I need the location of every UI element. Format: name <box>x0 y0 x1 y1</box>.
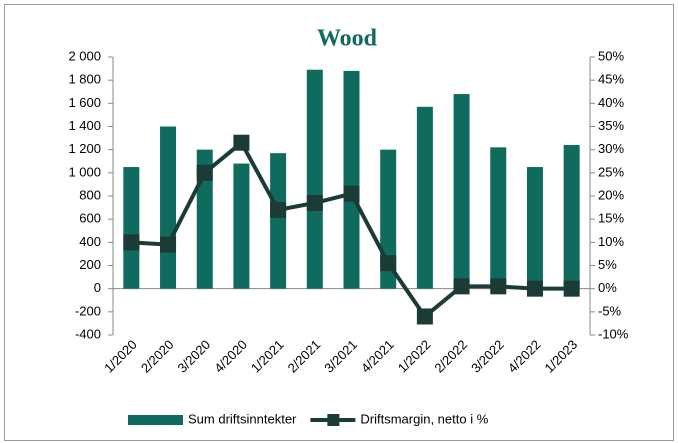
bar <box>490 147 507 289</box>
bar <box>526 167 543 289</box>
line-marker <box>270 201 287 218</box>
line-marker <box>416 308 433 325</box>
y-tick-label: 200 <box>79 257 101 272</box>
bar <box>416 106 433 289</box>
y-tick-label: 0 <box>94 280 101 295</box>
bar <box>306 69 323 289</box>
chart-title: Wood <box>317 26 378 52</box>
y-tick-label: 1 200 <box>68 141 101 156</box>
y-tick-label: 1 800 <box>68 72 101 87</box>
chart-border <box>4 4 674 441</box>
line-marker <box>123 234 140 251</box>
line-marker <box>490 278 507 295</box>
y2-tick-label: 45% <box>598 72 624 87</box>
y-tick-label: 1 000 <box>68 164 101 179</box>
bar <box>343 70 360 289</box>
line-marker <box>563 280 580 297</box>
line-marker <box>380 255 397 272</box>
line-marker <box>306 194 323 211</box>
y2-tick-label: 30% <box>598 141 624 156</box>
y2-tick-label: 35% <box>598 118 624 133</box>
y-tick-label: 400 <box>79 234 101 249</box>
y2-tick-label: 40% <box>598 95 624 110</box>
y2-tick-label: 0% <box>598 280 617 295</box>
y2-tick-label: 15% <box>598 211 624 226</box>
y-tick-label: 800 <box>79 187 101 202</box>
y-tick-label: 1 400 <box>68 118 101 133</box>
y2-tick-label: 20% <box>598 187 624 202</box>
y2-tick-label: -10% <box>598 326 629 341</box>
y-tick-label: 1 600 <box>68 95 101 110</box>
y-tick-label: -200 <box>75 303 101 318</box>
y2-tick-label: 50% <box>598 48 624 63</box>
y2-tick-label: -5% <box>598 303 622 318</box>
line-marker <box>160 236 177 253</box>
legend-label: Driftsmargin, netto i % <box>360 411 488 426</box>
bar <box>563 145 580 289</box>
y2-tick-label: 10% <box>598 234 624 249</box>
y-tick-label: -400 <box>75 326 101 341</box>
bar <box>453 94 470 289</box>
y-tick-label: 600 <box>79 211 101 226</box>
legend-swatch <box>128 415 183 425</box>
y2-tick-label: 25% <box>598 164 624 179</box>
legend-label: Sum driftsinntekter <box>188 411 297 426</box>
bar <box>123 167 140 289</box>
line-marker <box>453 278 470 295</box>
bar <box>270 153 287 289</box>
line-marker <box>526 280 543 297</box>
bar <box>160 126 177 289</box>
line-marker <box>233 134 250 151</box>
y2-tick-label: 5% <box>598 257 617 272</box>
y-tick-label: 2 000 <box>68 48 101 63</box>
legend-marker <box>327 414 340 426</box>
line-marker <box>196 164 213 181</box>
line-marker <box>343 185 360 202</box>
bar <box>233 163 250 289</box>
